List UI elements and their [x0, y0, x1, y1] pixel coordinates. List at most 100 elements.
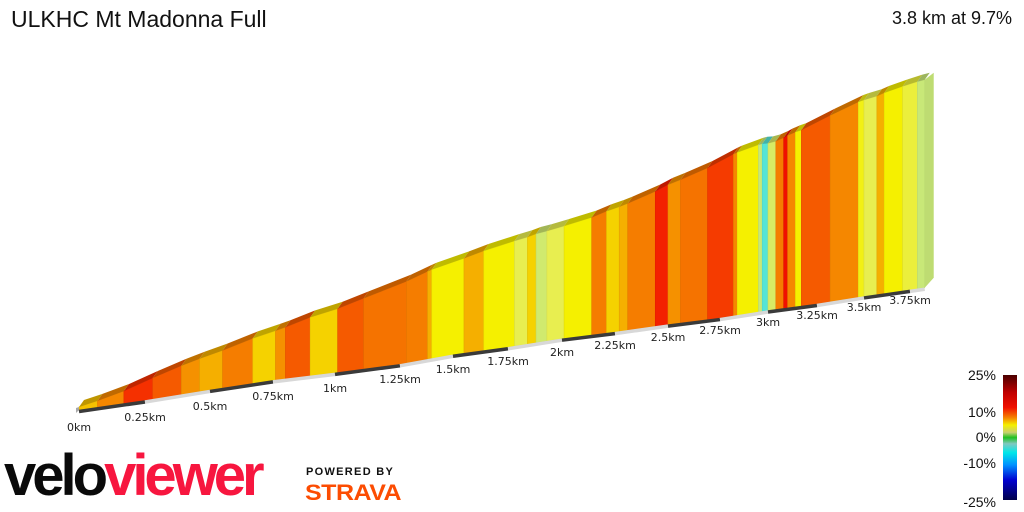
segment-top-face [536, 224, 552, 234]
segment-top-face [79, 393, 103, 407]
gradient-segment [618, 203, 629, 332]
climb-summary: 3.8 km at 9.7% [891, 8, 1012, 28]
gradient-segment [917, 79, 926, 290]
baseline-band [334, 364, 401, 377]
gradient-segment [902, 81, 918, 292]
baseline-band [452, 346, 509, 358]
segment-top-face [527, 226, 542, 238]
baseline-band [507, 338, 563, 351]
logo-viewer: viewer [104, 443, 265, 508]
gradient-segment [275, 326, 286, 381]
segment-top-face [181, 351, 205, 366]
distance-tick-label: 0.75km [252, 390, 294, 403]
gradient-segment [514, 236, 528, 347]
distance-tick-label: 3.5km [847, 301, 882, 314]
segment-top-face [514, 230, 533, 242]
gradient-segment [733, 152, 738, 317]
segment-top-face [97, 384, 129, 401]
distance-tick-label: 1.75km [487, 355, 529, 368]
profile-end-face [924, 72, 934, 288]
segment-top-face [775, 130, 789, 142]
segment-top-face [917, 72, 930, 82]
segment-top-face [363, 274, 412, 299]
distance-tick-label: 1.25km [379, 373, 421, 386]
gradient-segment [787, 131, 796, 309]
gradient-segment [783, 135, 788, 309]
gradient-segment [427, 269, 433, 360]
gradient-segment [667, 179, 681, 325]
segment-top-face [406, 264, 433, 282]
segment-top-face [758, 136, 768, 145]
segment-top-face [858, 92, 869, 103]
gradient-legend-bar [1003, 375, 1017, 500]
baseline-band [719, 310, 769, 322]
segment-top-face [483, 234, 520, 251]
segment-top-face [619, 196, 633, 207]
gradient-segment [285, 316, 311, 380]
segment-top-face [768, 134, 781, 144]
gradient-segment [795, 129, 802, 308]
segment-top-face [464, 243, 489, 259]
segment-top-face [680, 160, 713, 180]
legend-label: 0% [976, 429, 996, 445]
distance-tick-label: 1.5km [436, 363, 471, 376]
gradient-segment [801, 114, 831, 307]
segment-top-face [564, 210, 597, 227]
segment-top-face [606, 199, 625, 212]
distance-tick-label: 0km [67, 421, 91, 434]
legend-label: 25% [968, 367, 996, 383]
segment-top-face [431, 251, 469, 270]
gradient-segment [876, 92, 885, 295]
segment-top-face [902, 74, 923, 87]
profile-start-face [76, 407, 79, 413]
gradient-segment [463, 250, 485, 354]
baseline-band [816, 296, 865, 308]
baseline-band [863, 289, 911, 300]
gradient-segment [309, 308, 338, 377]
gradient-segment [858, 99, 865, 298]
gradient-segment [758, 143, 763, 313]
segment-top-face [275, 320, 291, 331]
gradient-segment [337, 297, 364, 373]
gradient-segment [606, 206, 620, 334]
baseline-band [209, 380, 274, 394]
baseline-band [78, 400, 146, 414]
gradient-segment [883, 85, 903, 294]
segment-top-face [123, 370, 158, 392]
veloviewer-logo: veloviewer [4, 443, 265, 508]
baseline-band [272, 372, 336, 384]
gradient-segment [863, 95, 878, 297]
gradient-segment [829, 101, 859, 303]
gradient-segment [707, 153, 734, 320]
baseline-band [561, 331, 616, 342]
gradient-segment [527, 233, 537, 345]
distance-tick-label: 0.25km [124, 411, 166, 424]
legend-label: -10% [963, 455, 996, 471]
segment-top-face [591, 204, 612, 218]
gradient-segment [591, 210, 607, 336]
distance-tick-label: 2.5km [651, 331, 686, 344]
distance-tick-label: 2km [550, 346, 574, 359]
segment-top-face [655, 177, 673, 192]
gradient-segment [483, 240, 515, 351]
baseline-band [144, 389, 211, 404]
distance-tick-label: 2.25km [594, 339, 636, 352]
baseline-band [614, 324, 669, 336]
gradient-segment [252, 330, 276, 384]
segment-top-face [546, 219, 570, 232]
strava-logo: STRAVA [305, 480, 402, 506]
gradient-segment [406, 270, 428, 364]
gradient-segment [546, 225, 565, 342]
page-title: ULKHC Mt Madonna Full [11, 6, 267, 32]
legend-label: -25% [963, 494, 996, 510]
powered-by-label: POWERED BY [306, 466, 395, 478]
segment-top-face [707, 147, 739, 168]
segment-top-face [762, 136, 773, 144]
gradient-segment [563, 217, 592, 339]
gradient-segment [680, 167, 708, 324]
segment-top-face [737, 137, 764, 153]
distance-tick-label: 2.75km [699, 324, 741, 337]
distance-tick-label: 0.5km [193, 400, 228, 413]
baseline-band [909, 287, 925, 294]
